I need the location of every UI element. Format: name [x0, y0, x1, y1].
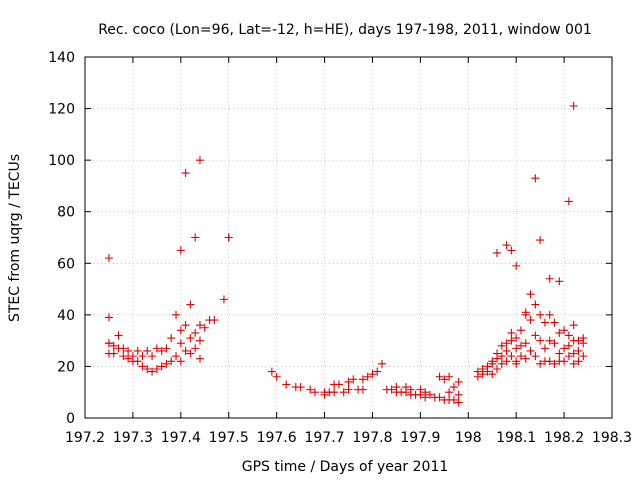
- data-point: [182, 169, 190, 177]
- y-tick-label: 40: [57, 308, 75, 324]
- chart-title: Rec. coco (Lon=96, Lat=-12, h=HE), days …: [98, 22, 592, 38]
- x-tick-label: 197.3: [113, 430, 153, 446]
- y-axis-label: STEC from uqrg / TECUs: [7, 154, 23, 322]
- data-point: [507, 352, 515, 360]
- data-point: [517, 326, 525, 334]
- data-point: [297, 383, 305, 391]
- data-point: [565, 331, 573, 339]
- data-point: [282, 380, 290, 388]
- data-point: [536, 337, 544, 345]
- data-point: [570, 102, 578, 110]
- y-tick-label: 80: [57, 205, 75, 221]
- data-point: [225, 234, 233, 242]
- data-point: [565, 197, 573, 205]
- data-point: [579, 352, 587, 360]
- data-point: [143, 347, 151, 355]
- data-point: [191, 234, 199, 242]
- data-point: [455, 378, 463, 386]
- data-point: [536, 311, 544, 319]
- data-point: [134, 347, 142, 355]
- data-point: [546, 311, 554, 319]
- data-point: [167, 334, 175, 342]
- data-point: [527, 347, 535, 355]
- data-point: [115, 331, 123, 339]
- data-point: [570, 321, 578, 329]
- x-tick-label: 198.3: [592, 430, 632, 446]
- data-point: [450, 383, 458, 391]
- data-point: [551, 319, 559, 327]
- data-point: [560, 357, 568, 365]
- data-point: [531, 331, 539, 339]
- x-tick-label: 197.6: [257, 430, 297, 446]
- data-point: [177, 246, 185, 254]
- data-point: [172, 311, 180, 319]
- data-point: [507, 246, 515, 254]
- data-point: [177, 339, 185, 347]
- data-point: [172, 352, 180, 360]
- data-point: [138, 352, 146, 360]
- x-axis-label: GPS time / Days of year 2011: [242, 459, 449, 475]
- y-tick-label: 100: [48, 153, 75, 169]
- data-point: [493, 365, 501, 373]
- x-tick-label: 198: [455, 430, 482, 446]
- data-point: [493, 249, 501, 257]
- data-point: [503, 241, 511, 249]
- data-point: [527, 290, 535, 298]
- data-point: [105, 254, 113, 262]
- data-point: [186, 301, 194, 309]
- data-point: [359, 386, 367, 394]
- data-point: [134, 357, 142, 365]
- y-tick-label: 120: [48, 102, 75, 118]
- x-tick-label: 197.5: [209, 430, 249, 446]
- data-point: [455, 391, 463, 399]
- data-point: [335, 380, 343, 388]
- x-tick-label: 197.8: [352, 430, 392, 446]
- y-tick-label: 20: [57, 359, 75, 375]
- data-point: [531, 174, 539, 182]
- y-tick-label: 140: [48, 50, 75, 66]
- y-axis-tick-labels: 0 20 40 60 80 100 120 140: [48, 50, 75, 427]
- x-tick-label: 197.9: [400, 430, 440, 446]
- data-point: [220, 295, 228, 303]
- data-point: [541, 319, 549, 327]
- data-point: [105, 313, 113, 321]
- data-point: [531, 301, 539, 309]
- data-point: [191, 329, 199, 337]
- data-point: [507, 329, 515, 337]
- data-point: [555, 350, 563, 358]
- data-point: [196, 156, 204, 164]
- x-axis-tick-labels: 197.2 197.3 197.4 197.5 197.6 197.7 197.8 197.9…: [65, 430, 632, 446]
- data-point: [531, 352, 539, 360]
- y-tick-label: 60: [57, 256, 75, 272]
- data-point: [210, 316, 218, 324]
- x-tick-label: 198.2: [544, 430, 584, 446]
- data-point: [191, 344, 199, 352]
- data-point: [186, 334, 194, 342]
- data-point: [110, 350, 118, 358]
- y-tick-label: 0: [66, 411, 75, 427]
- data-point: [268, 368, 276, 376]
- data-point: [445, 388, 453, 396]
- x-tick-label: 197.2: [65, 430, 105, 446]
- data-point: [182, 321, 190, 329]
- data-point: [541, 344, 549, 352]
- data-point: [330, 388, 338, 396]
- x-tick-label: 198.1: [496, 430, 536, 446]
- x-tick-label: 197.7: [304, 430, 344, 446]
- data-point: [196, 337, 204, 345]
- data-point: [273, 373, 281, 381]
- data-point: [196, 355, 204, 363]
- data-point: [177, 326, 185, 334]
- data-point: [177, 357, 185, 365]
- x-tick-label: 197.4: [161, 430, 201, 446]
- data-point: [536, 236, 544, 244]
- data-point: [546, 275, 554, 283]
- data-point: [527, 316, 535, 324]
- data-point: [378, 360, 386, 368]
- data-point: [503, 347, 511, 355]
- data-points: [105, 102, 587, 407]
- data-point: [148, 352, 156, 360]
- data-point: [555, 277, 563, 285]
